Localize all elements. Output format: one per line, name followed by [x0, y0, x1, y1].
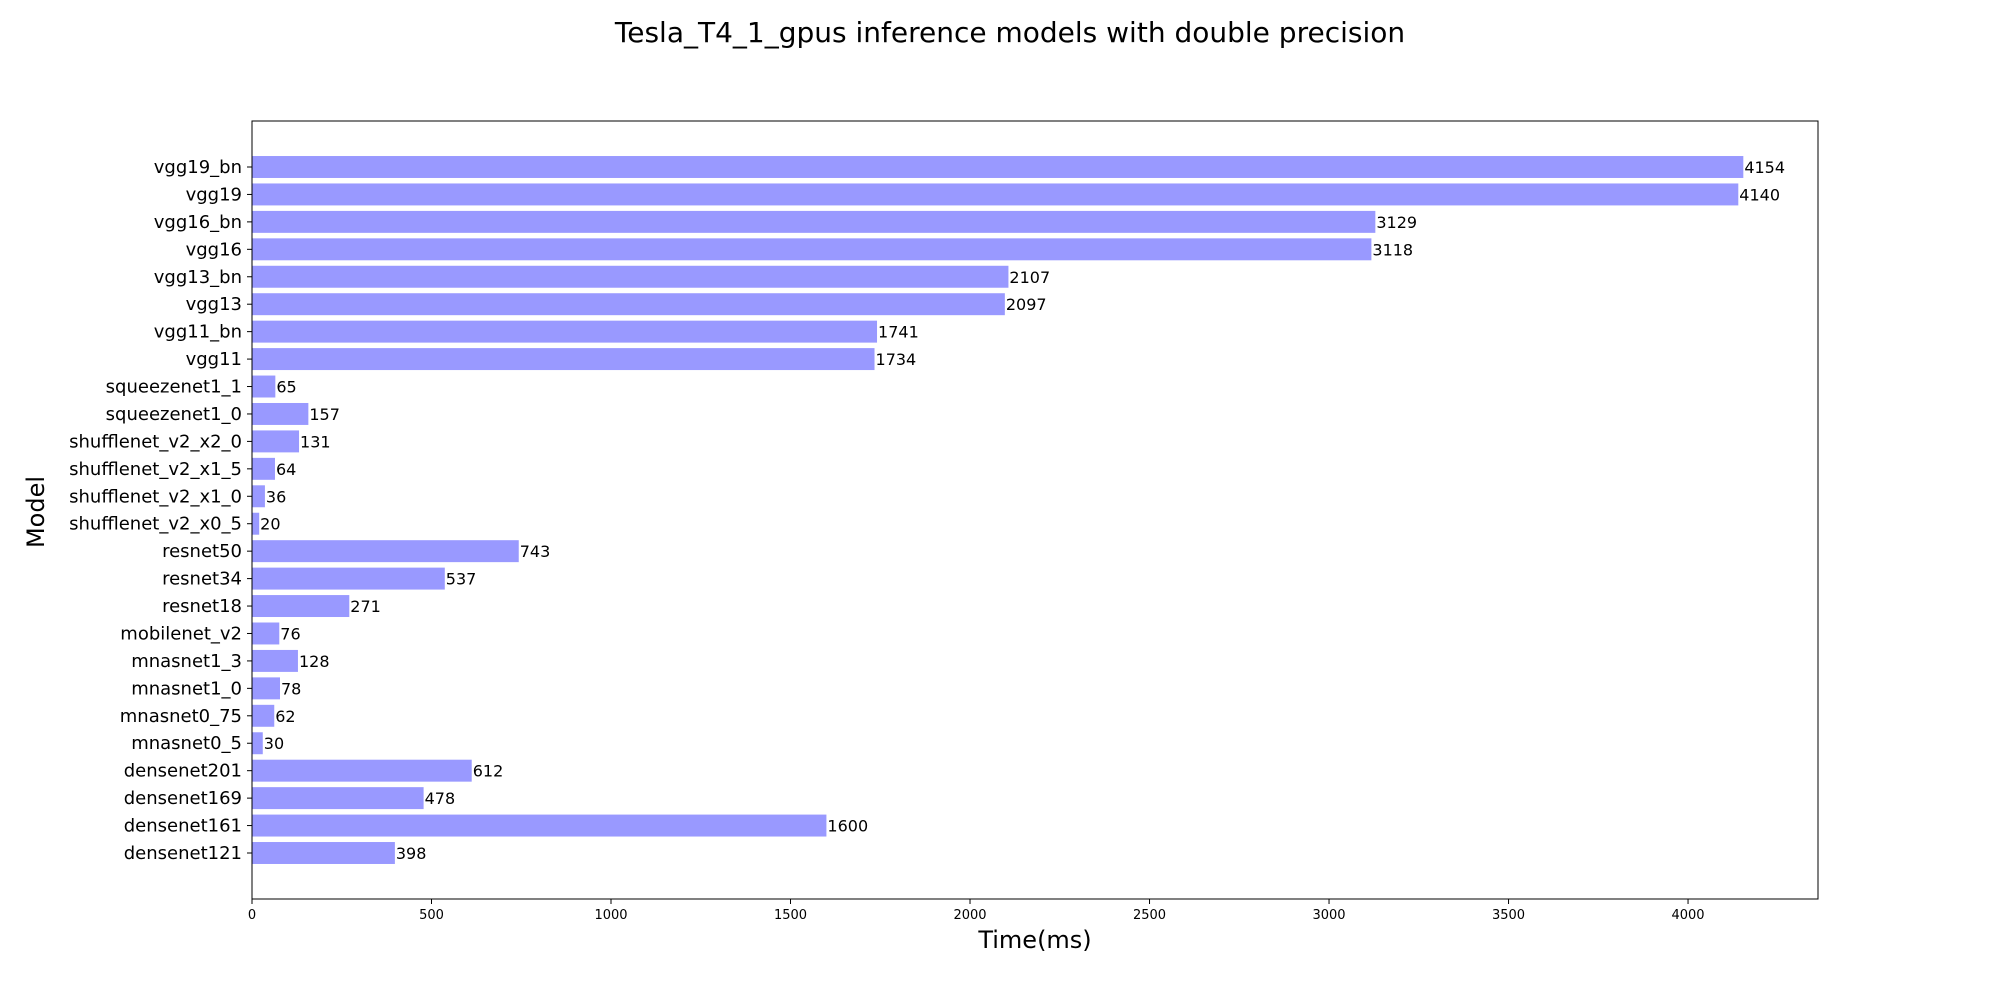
y-tick-label-vgg16_bn: vgg16_bn: [154, 212, 242, 233]
x-tick-label-1000: 1000: [594, 908, 627, 923]
data-label-densenet121: 398: [396, 844, 427, 863]
ticks-group: [247, 166, 1689, 904]
data-label-vgg19: 4140: [1739, 185, 1780, 204]
x-axis-label: Time(ms): [977, 926, 1091, 954]
y-tick-label-vgg19_bn: vgg19_bn: [154, 157, 242, 178]
data-label-shufflenet_v2_x1_0: 36: [266, 487, 286, 506]
bar-densenet169: [252, 787, 424, 810]
bar-densenet121: [252, 842, 395, 864]
y-axis-label: Model: [22, 476, 50, 548]
bar-shufflenet_v2_x1_5: [252, 457, 275, 480]
data-label-mobilenet_v2: 76: [280, 624, 300, 643]
x-tick-label-1500: 1500: [774, 908, 807, 923]
y-tick-label-mnasnet0_5: mnasnet0_5: [131, 733, 242, 754]
y-tick-label-shufflenet_v2_x1_0: shufflenet_v2_x1_0: [69, 486, 242, 507]
bar-resnet50: [252, 540, 519, 563]
y-tick-label-densenet201: densenet201: [124, 761, 242, 782]
bars-group: [252, 156, 1744, 864]
bar-shufflenet_v2_x2_0: [252, 430, 300, 453]
bar-mnasnet0_5: [252, 732, 263, 755]
bar-vgg19_bn: [252, 156, 1744, 178]
bar-vgg11_bn: [252, 320, 878, 343]
y-tick-label-densenet169: densenet169: [124, 788, 242, 809]
bar-vgg16_bn: [252, 210, 1376, 233]
bar-mnasnet1_3: [252, 649, 298, 672]
bar-vgg16: [252, 238, 1372, 261]
y-tick-label-vgg19: vgg19: [186, 184, 242, 205]
data-label-mnasnet0_75: 62: [275, 707, 295, 726]
bar-mnasnet0_75: [252, 704, 275, 727]
bar-vgg13_bn: [252, 265, 1009, 288]
y-tick-label-vgg13_bn: vgg13_bn: [154, 267, 242, 288]
data-label-vgg11: 1734: [876, 350, 917, 369]
data-label-mnasnet1_0: 78: [281, 679, 301, 698]
y-tick-label-vgg11_bn: vgg11_bn: [154, 322, 242, 343]
y-tick-label-squeezenet1_1: squeezenet1_1: [106, 377, 242, 398]
y-tick-label-vgg13: vgg13: [186, 294, 242, 315]
x-tick-label-4000: 4000: [1671, 908, 1704, 923]
bar-shufflenet_v2_x0_5: [252, 512, 260, 535]
bar-vgg13: [252, 293, 1005, 316]
bar-mnasnet1_0: [252, 677, 281, 700]
data-label-shufflenet_v2_x1_5: 64: [276, 460, 296, 479]
data-label-vgg16: 3118: [1372, 240, 1413, 259]
data-label-vgg13_bn: 2107: [1009, 268, 1050, 287]
data-label-resnet50: 743: [520, 542, 551, 561]
data-label-squeezenet1_0: 157: [309, 405, 340, 424]
y-tick-label-mnasnet1_3: mnasnet1_3: [131, 651, 242, 672]
data-label-vgg13: 2097: [1006, 295, 1047, 314]
bar-resnet34: [252, 567, 445, 590]
bar-vgg19: [252, 183, 1739, 206]
y-tick-label-densenet161: densenet161: [124, 816, 242, 837]
data-label-resnet18: 271: [350, 597, 381, 616]
x-tick-label-2500: 2500: [1133, 908, 1166, 923]
y-tick-label-vgg16: vgg16: [186, 239, 242, 260]
x-tick-label-500: 500: [419, 908, 444, 923]
data-label-densenet161: 1600: [827, 817, 868, 836]
x-tick-label-0: 0: [248, 908, 256, 923]
bar-resnet18: [252, 595, 350, 618]
y-tick-label-mnasnet0_75: mnasnet0_75: [120, 706, 242, 727]
data-label-vgg19_bn: 4154: [1744, 158, 1785, 177]
y-tick-label-mnasnet1_0: mnasnet1_0: [131, 678, 242, 699]
data-label-vgg11_bn: 1741: [878, 323, 919, 342]
plot-frame: [251, 120, 1819, 900]
data-label-shufflenet_v2_x0_5: 20: [260, 515, 280, 534]
bar-squeezenet1_1: [252, 375, 276, 398]
x-tick-label-3000: 3000: [1312, 908, 1345, 923]
data-label-mnasnet0_5: 30: [264, 734, 284, 753]
data-label-mnasnet1_3: 128: [299, 652, 330, 671]
y-tick-label-resnet34: resnet34: [162, 569, 242, 590]
y-tick-label-shufflenet_v2_x1_5: shufflenet_v2_x1_5: [69, 459, 242, 480]
data-label-shufflenet_v2_x2_0: 131: [300, 432, 331, 451]
y-tick-label-shufflenet_v2_x2_0: shufflenet_v2_x2_0: [69, 431, 242, 452]
labels-group: 398 densenet121 1600 densenet161 478 densenet…: [69, 157, 1785, 923]
data-label-densenet169: 478: [425, 789, 456, 808]
x-tick-label-3500: 3500: [1492, 908, 1525, 923]
bar-vgg11: [252, 348, 875, 371]
data-label-densenet201: 612: [473, 762, 504, 781]
data-label-squeezenet1_1: 65: [276, 378, 296, 397]
y-tick-label-shufflenet_v2_x0_5: shufflenet_v2_x0_5: [69, 514, 242, 535]
y-tick-label-resnet18: resnet18: [162, 596, 242, 617]
bar-squeezenet1_0: [252, 402, 309, 425]
y-tick-label-resnet50: resnet50: [162, 541, 242, 562]
y-tick-label-mobilenet_v2: mobilenet_v2: [120, 623, 242, 644]
bar-densenet161: [252, 814, 827, 837]
y-tick-label-densenet121: densenet121: [124, 843, 242, 864]
x-tick-label-2000: 2000: [953, 908, 986, 923]
chart-title: Tesla_T4_1_gpus inference models with do…: [614, 16, 1405, 49]
y-tick-label-squeezenet1_0: squeezenet1_0: [106, 404, 242, 425]
bar-mobilenet_v2: [252, 622, 280, 645]
bar-shufflenet_v2_x1_0: [252, 485, 265, 508]
bar-densenet201: [252, 759, 472, 782]
data-label-vgg16_bn: 3129: [1376, 213, 1417, 232]
y-tick-label-vgg11: vgg11: [186, 349, 242, 370]
data-label-resnet34: 537: [446, 570, 477, 589]
